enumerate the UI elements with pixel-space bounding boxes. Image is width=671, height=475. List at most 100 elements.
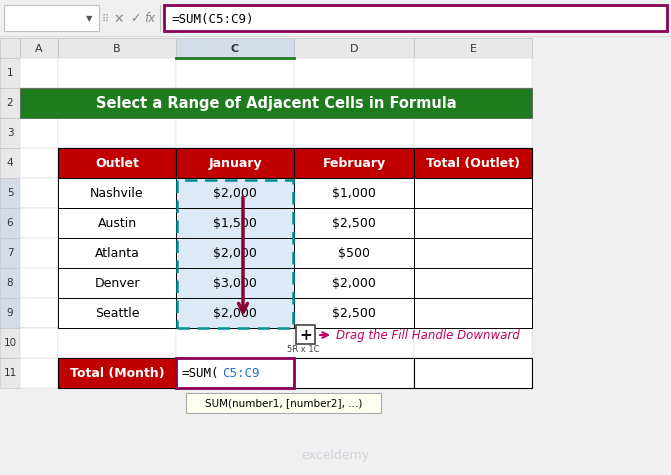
Bar — [294, 298, 414, 328]
Bar — [176, 238, 294, 268]
Bar — [294, 358, 414, 388]
Bar — [414, 358, 532, 388]
Bar — [296, 325, 315, 344]
Bar — [414, 208, 532, 238]
Bar — [414, 118, 532, 148]
Bar — [0, 38, 20, 58]
Text: 8: 8 — [7, 278, 13, 288]
Text: Total (Outlet): Total (Outlet) — [426, 157, 520, 170]
Text: A: A — [35, 44, 43, 54]
Text: $2,500: $2,500 — [332, 307, 376, 320]
Bar — [176, 238, 294, 268]
Text: =SUM(C5:C9): =SUM(C5:C9) — [171, 12, 254, 26]
Text: C5:C9: C5:C9 — [222, 367, 260, 380]
Text: ✓: ✓ — [130, 12, 140, 26]
Text: fx: fx — [144, 12, 156, 26]
Bar — [294, 118, 414, 148]
Bar — [414, 238, 532, 268]
Text: 4: 4 — [7, 159, 13, 169]
Text: exceldemy: exceldemy — [301, 448, 369, 462]
Bar — [294, 88, 414, 118]
Bar — [294, 58, 414, 88]
Text: Austin: Austin — [97, 217, 137, 230]
Bar — [176, 268, 294, 298]
Bar — [0, 298, 20, 328]
Bar — [177, 180, 293, 328]
Bar — [294, 268, 414, 298]
Bar — [20, 148, 58, 178]
Bar — [20, 178, 58, 208]
Bar — [58, 358, 176, 388]
Bar — [20, 328, 58, 358]
Text: $2,000: $2,000 — [332, 277, 376, 290]
Bar — [414, 148, 532, 178]
Text: Atlanta: Atlanta — [95, 247, 140, 260]
Bar — [294, 268, 414, 298]
Text: $1,000: $1,000 — [332, 187, 376, 200]
Bar — [414, 148, 532, 178]
Bar — [294, 208, 414, 238]
Text: February: February — [323, 157, 386, 170]
Text: Drag the Fill Handle Downward: Drag the Fill Handle Downward — [336, 329, 520, 342]
Text: 5R x 1C: 5R x 1C — [287, 344, 320, 353]
Bar — [58, 238, 176, 268]
Bar — [294, 148, 414, 178]
Bar — [176, 38, 294, 58]
Bar — [414, 38, 532, 58]
Text: January: January — [208, 157, 262, 170]
Text: B: B — [113, 44, 121, 54]
Bar — [20, 208, 58, 238]
Bar — [176, 58, 294, 88]
Text: $2,000: $2,000 — [213, 307, 257, 320]
Bar — [20, 58, 58, 88]
Text: 5: 5 — [7, 189, 13, 199]
Bar — [0, 58, 20, 88]
Bar — [294, 38, 414, 58]
Bar — [176, 208, 294, 238]
Bar — [414, 178, 532, 208]
Text: $500: $500 — [338, 247, 370, 260]
Bar — [58, 238, 176, 268]
Bar — [414, 328, 532, 358]
Bar — [414, 268, 532, 298]
Bar — [58, 268, 176, 298]
Text: 7: 7 — [7, 248, 13, 258]
Text: $2,500: $2,500 — [332, 217, 376, 230]
Text: $1,500: $1,500 — [213, 217, 257, 230]
Bar — [0, 178, 20, 208]
Text: 3: 3 — [7, 129, 13, 139]
Bar — [58, 58, 176, 88]
Bar — [414, 298, 532, 328]
Bar — [294, 238, 414, 268]
Bar — [176, 178, 294, 208]
Text: Nashvile: Nashvile — [90, 187, 144, 200]
Bar — [414, 58, 532, 88]
Bar — [294, 148, 414, 178]
Bar — [294, 358, 414, 388]
Text: Outlet: Outlet — [95, 157, 139, 170]
Bar — [294, 328, 414, 358]
Bar — [58, 178, 176, 208]
Bar — [58, 268, 176, 298]
Bar — [414, 298, 532, 328]
Bar — [0, 328, 20, 358]
Bar — [20, 88, 532, 118]
Bar — [176, 208, 294, 238]
Bar — [414, 208, 532, 238]
Bar — [294, 208, 414, 238]
Bar — [20, 88, 58, 118]
Text: Seattle: Seattle — [95, 307, 140, 320]
Bar — [0, 118, 20, 148]
Bar — [176, 358, 294, 388]
Bar — [176, 298, 294, 328]
Bar — [294, 178, 414, 208]
Bar — [294, 298, 414, 328]
Bar — [20, 298, 58, 328]
Text: ▼: ▼ — [86, 15, 92, 23]
Text: 10: 10 — [3, 339, 17, 349]
Text: $2,000: $2,000 — [213, 187, 257, 200]
Text: 11: 11 — [3, 369, 17, 379]
Bar — [0, 2, 671, 34]
Bar — [4, 5, 99, 31]
Bar — [414, 238, 532, 268]
